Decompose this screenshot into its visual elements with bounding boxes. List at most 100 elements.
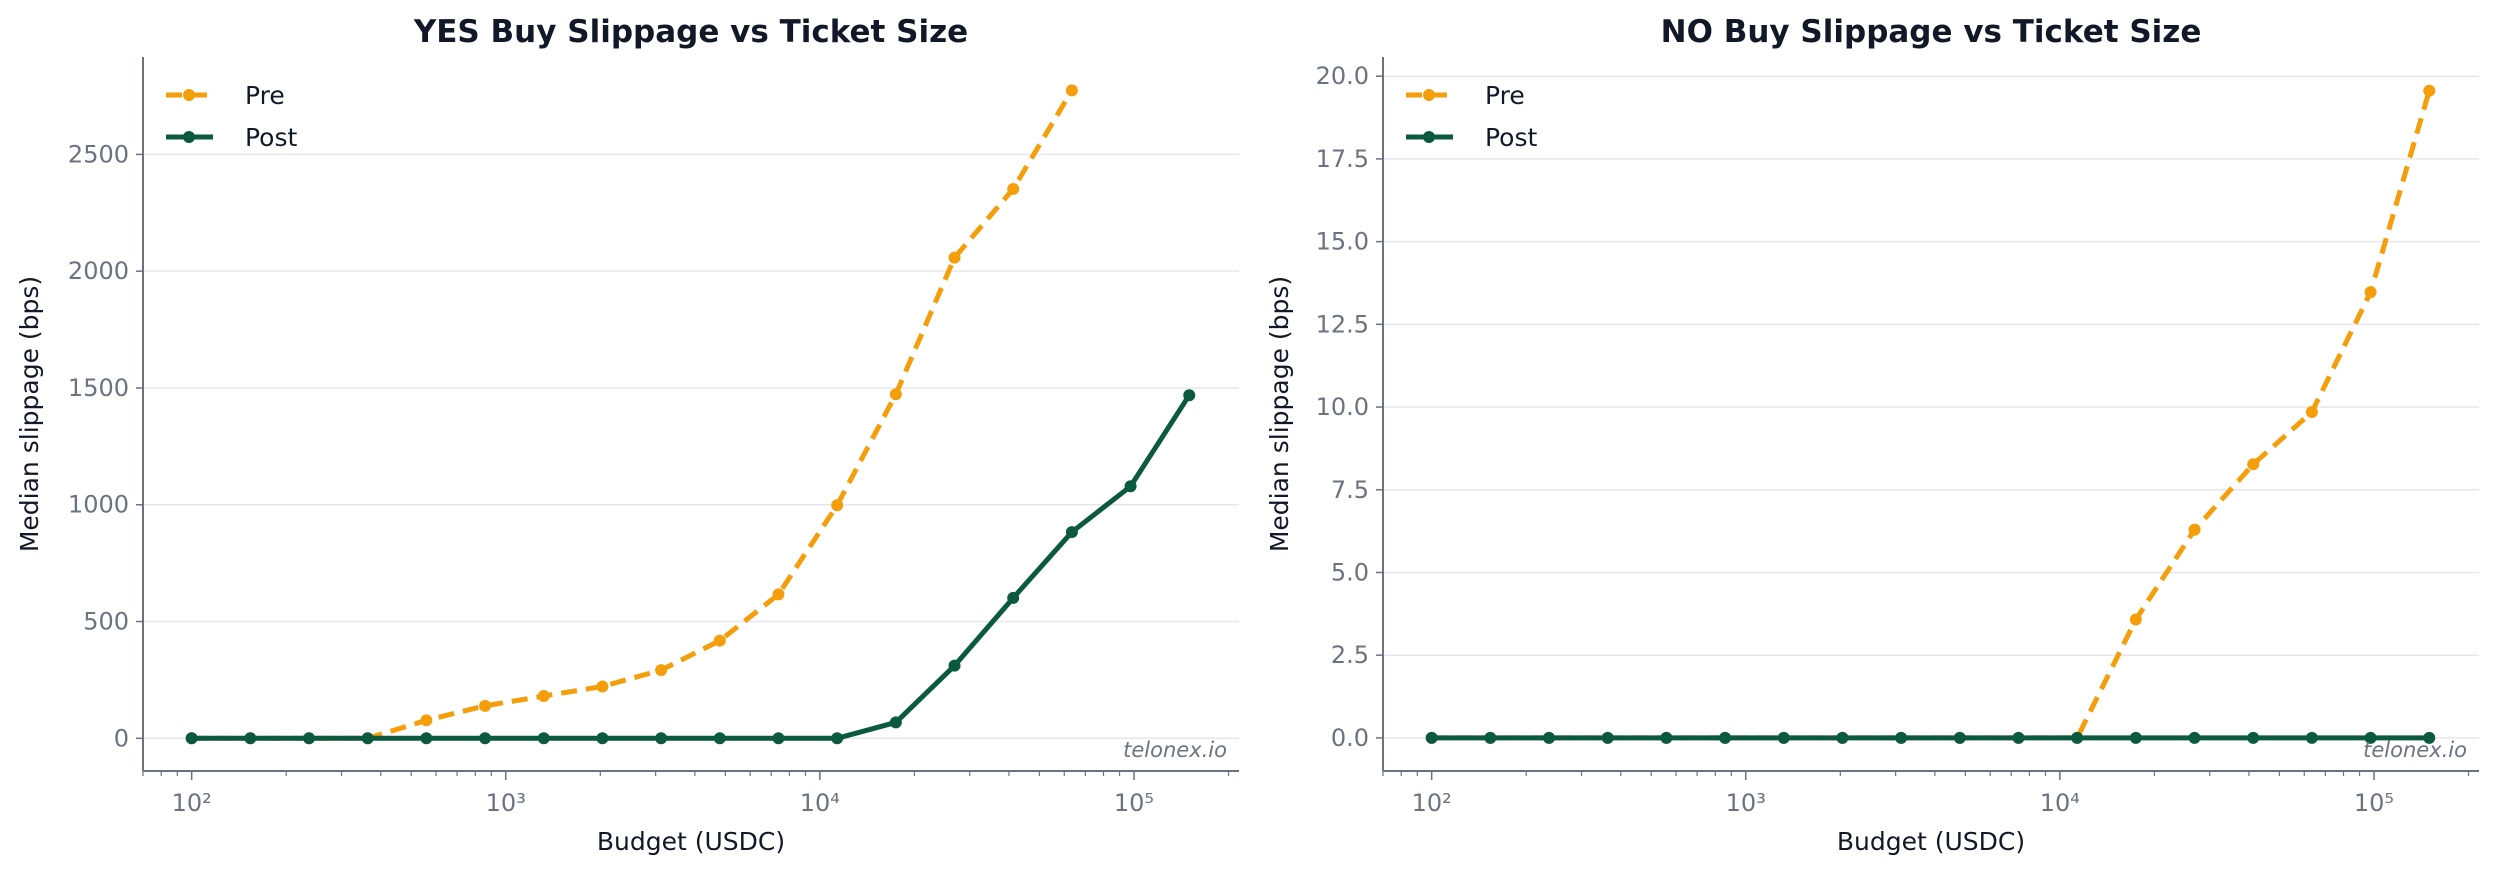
- data-point-post: [244, 732, 257, 745]
- y-tick-label: 12.5: [1316, 310, 1369, 338]
- y-tick-label: 10.0: [1316, 393, 1369, 421]
- data-point-post: [596, 732, 609, 745]
- data-point-post: [420, 732, 433, 745]
- yes-chart: 0 500 1000 1500 2000 2500 10² 10³ 10⁴ 10⁵ Pre Post Y…: [15, 14, 1239, 856]
- data-point-post: [655, 732, 668, 745]
- data-point-post: [1425, 731, 1438, 744]
- data-point-post: [1660, 731, 1673, 744]
- data-point-post: [1601, 731, 1614, 744]
- data-point-pre: [1065, 84, 1078, 97]
- no-chart: 0.0 2.5 5.0 7.5 10.0 12.5 15.0 17.5 20.0 10² 10³ 10…: [1265, 14, 2479, 856]
- legend-item-pre: Pre: [1406, 81, 1525, 110]
- legend-label: Post: [245, 123, 298, 152]
- legend-label: Post: [1485, 123, 1538, 152]
- data-point-pre: [479, 699, 492, 712]
- legend-item-pre: Pre: [166, 81, 285, 110]
- data-point-post: [2247, 731, 2260, 744]
- data-point-post: [2012, 731, 2025, 744]
- series-line-post: [191, 393, 1192, 741]
- data-point-post: [948, 659, 961, 672]
- x-tick-label: 10⁵: [1114, 789, 1154, 817]
- data-point-post: [1124, 480, 1137, 493]
- data-point-post: [2423, 731, 2436, 744]
- data-point-post: [1719, 731, 1732, 744]
- series-line-pre: [191, 89, 1075, 741]
- legend-marker: [1423, 131, 1435, 143]
- y-axis-label: Median slippage (bps): [1265, 276, 1294, 552]
- y-tick-label: 1000: [68, 491, 129, 519]
- data-point-pre: [1007, 182, 1020, 195]
- legend-marker: [183, 131, 195, 143]
- x-tick-label: 10²: [172, 789, 212, 817]
- x-tick-label: 10⁵: [2354, 789, 2394, 817]
- data-point-post: [2188, 731, 2201, 744]
- data-point-post: [2305, 731, 2318, 744]
- y-tick-label: 2.5: [1331, 641, 1369, 669]
- y-tick-label: 0.0: [1331, 724, 1369, 752]
- data-point-pre: [2364, 286, 2377, 299]
- x-tick-label: 10⁴: [800, 789, 840, 817]
- data-point-pre: [2129, 613, 2142, 626]
- data-point-pre: [831, 499, 844, 512]
- y-axis-label: Median slippage (bps): [15, 276, 44, 552]
- y-tick-label: 2000: [68, 257, 129, 285]
- chart-title: YES Buy Slippage vs Ticket Size: [413, 14, 968, 50]
- legend-label: Pre: [245, 81, 285, 110]
- x-tick-label: 10³: [1726, 789, 1766, 817]
- y-tick-label: 5.0: [1331, 558, 1369, 586]
- data-point-post: [1836, 731, 1849, 744]
- data-point-post: [2071, 731, 2084, 744]
- data-point-post: [185, 732, 198, 745]
- y-tick-label: 500: [83, 608, 129, 636]
- data-point-post: [713, 732, 726, 745]
- data-point-pre: [2423, 84, 2436, 97]
- data-point-post: [1007, 591, 1020, 604]
- y-tick-label: 7.5: [1331, 476, 1369, 504]
- x-axis-label: Budget (USDC): [1837, 827, 2025, 856]
- legend-label: Pre: [1485, 81, 1525, 110]
- data-point-post: [1543, 731, 1556, 744]
- legend-item-post: Post: [1406, 123, 1538, 152]
- data-point-post: [361, 732, 374, 745]
- y-tick-label: 1500: [68, 374, 129, 402]
- data-point-pre: [537, 690, 550, 703]
- data-point-pre: [2188, 523, 2201, 536]
- data-point-pre: [889, 388, 902, 401]
- data-point-post: [1065, 526, 1078, 539]
- data-point-pre: [772, 588, 785, 601]
- data-point-post: [1183, 389, 1196, 402]
- data-point-pre: [2305, 406, 2318, 419]
- y-tick-label: 20.0: [1316, 62, 1369, 90]
- series-line-pre: [1431, 90, 2432, 741]
- y-tick-label: 17.5: [1316, 145, 1369, 173]
- x-tick-label: 10⁴: [2040, 789, 2080, 817]
- y-tick-label: 2500: [68, 140, 129, 168]
- data-point-post: [831, 732, 844, 745]
- data-point-post: [1777, 731, 1790, 744]
- watermark: telonex.io: [2363, 738, 2467, 762]
- data-point-post: [479, 732, 492, 745]
- y-tick-label: 0: [114, 724, 129, 752]
- data-point-post: [889, 716, 902, 729]
- data-point-pre: [2247, 458, 2260, 471]
- data-point-pre: [420, 714, 433, 727]
- legend-marker: [1423, 89, 1435, 101]
- data-point-post: [2364, 731, 2377, 744]
- data-point-pre: [713, 634, 726, 647]
- data-point-pre: [948, 251, 961, 264]
- data-point-pre: [596, 680, 609, 693]
- watermark: telonex.io: [1123, 738, 1227, 762]
- data-point-post: [1484, 731, 1497, 744]
- data-point-post: [2129, 731, 2142, 744]
- chart-title: NO Buy Slippage vs Ticket Size: [1661, 14, 2202, 50]
- data-point-post: [537, 732, 550, 745]
- data-point-post: [1895, 731, 1908, 744]
- legend-marker: [183, 89, 195, 101]
- data-point-post: [772, 732, 785, 745]
- data-point-post: [303, 732, 316, 745]
- legend-item-post: Post: [166, 123, 298, 152]
- y-tick-label: 15.0: [1316, 228, 1369, 256]
- x-axis-label: Budget (USDC): [597, 827, 785, 856]
- data-point-post: [1953, 731, 1966, 744]
